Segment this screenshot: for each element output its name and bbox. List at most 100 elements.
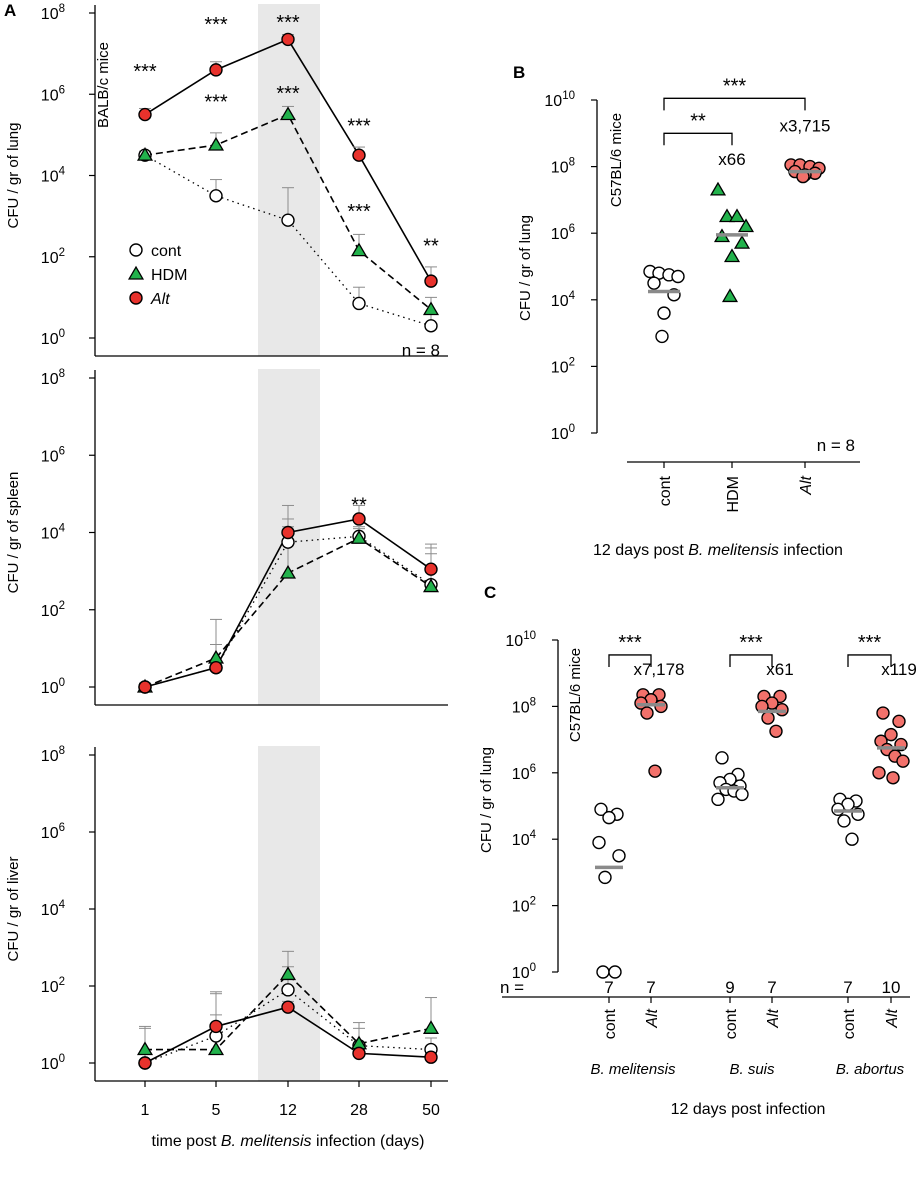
C-fold-label: x7,178 xyxy=(633,660,684,679)
A-n-label: n = 8 xyxy=(402,341,440,360)
C-melitensis-cont-point xyxy=(596,965,610,979)
A-lung-significance: *** xyxy=(204,91,228,113)
B-ytick-label: 102 xyxy=(551,356,575,376)
A-lung-significance: ** xyxy=(423,235,439,257)
C-xlabel: 12 days post infection xyxy=(671,1101,826,1118)
A-liver-hdm-point xyxy=(207,1041,225,1056)
B-ytick-label: 100 xyxy=(551,423,575,443)
B-fold-label: x66 xyxy=(718,150,745,169)
C-abortus-cont-point xyxy=(845,832,859,846)
A-spleen-alt-point xyxy=(352,512,366,526)
B-significance-bracket xyxy=(663,97,806,111)
C-strain-label: C57BL/6 mice xyxy=(567,648,584,742)
C-suis-alt-point xyxy=(769,724,783,738)
B-n-label: n = 8 xyxy=(817,436,855,455)
C-ytick-label: 100 xyxy=(512,962,536,982)
A-lung-significance: *** xyxy=(204,14,228,36)
A-lung-hdm-point xyxy=(422,301,440,316)
A-liver-cont-point xyxy=(281,983,295,997)
C-ytick-label: 1010 xyxy=(505,630,536,650)
A-lung-alt-point xyxy=(352,148,366,162)
C-species-label: B. melitensis xyxy=(590,1061,676,1078)
A-spleen-alt-point xyxy=(281,525,295,540)
legend-alt-marker xyxy=(129,291,143,305)
A-lung-ytick-label: 100 xyxy=(41,328,65,348)
A-strain-label: BALB/c mice xyxy=(95,42,112,128)
A-xlabel: time post B. melitensis infection (days) xyxy=(152,1133,425,1150)
B-significance-bracket xyxy=(663,132,733,146)
B-cont-point xyxy=(655,329,669,344)
A-lung-significance: *** xyxy=(276,12,300,34)
B-strain-label: C57BL/6 mice xyxy=(608,113,625,207)
A-lung-ytick-label: 104 xyxy=(41,166,66,186)
C-melitensis-cont-point xyxy=(592,835,606,850)
B-hdm-point xyxy=(737,218,755,233)
A-liver-alt-point xyxy=(281,1000,295,1014)
C-melitensis-cont-n: 7 xyxy=(604,978,613,997)
A-lung-hdm-point xyxy=(207,136,225,151)
A-liver-hdm-series-line xyxy=(145,973,432,1051)
B-hdm-point xyxy=(723,248,741,263)
A-liver-ytick-label: 106 xyxy=(41,822,65,842)
B-hdm-point xyxy=(721,288,739,303)
C-suis-cont-label: cont xyxy=(723,1008,740,1039)
C-ytick-label: 106 xyxy=(512,763,536,783)
C-significance-stars: *** xyxy=(739,632,763,654)
A-liver-cont-series-line xyxy=(144,989,432,1064)
C-species-label: B. abortus xyxy=(836,1061,905,1078)
B-ytick-label: 106 xyxy=(551,223,575,243)
C-suis-alt-n: 7 xyxy=(767,978,776,997)
A-lung-cont-series-line xyxy=(144,154,432,327)
A-liver-alt-point xyxy=(424,1050,438,1064)
A-xtick-label: 12 xyxy=(279,1102,297,1119)
A-lung-significance: *** xyxy=(347,201,371,223)
C-melitensis-cont-point xyxy=(598,870,612,885)
C-abortus-alt-point xyxy=(896,754,910,768)
B-cont-point xyxy=(647,276,661,290)
C-abortus-alt-point xyxy=(892,714,906,729)
C-melitensis-cont-label: cont xyxy=(602,1008,619,1039)
C-abortus-cont-n: 7 xyxy=(843,978,852,997)
A-lung-cont-point xyxy=(209,189,223,203)
legend-cont-label: cont xyxy=(151,243,182,260)
A-liver-ylabel: CFU / gr of liver xyxy=(5,856,22,961)
A-spleen-ylabel: CFU / gr of spleen xyxy=(5,472,22,594)
A-lung-hdm-point xyxy=(279,106,297,121)
A-lung-significance: *** xyxy=(133,61,157,83)
panel-letter-a: A xyxy=(4,1,16,20)
C-melitensis-cont-point xyxy=(608,965,622,979)
A-spleen-significance: ** xyxy=(351,495,367,517)
A-spleen-hdm-point xyxy=(279,564,297,579)
A-lung-hdm-point xyxy=(350,242,368,257)
C-melitensis-alt-point xyxy=(648,764,662,778)
A-lung-ytick-label: 108 xyxy=(41,3,65,23)
C-fold-label: x119 xyxy=(881,660,916,679)
A-spleen-ytick-label: 104 xyxy=(41,523,66,543)
C-suis-cont-point xyxy=(715,751,729,765)
B-group-label-cont: cont xyxy=(657,475,674,506)
A-xtick-label: 50 xyxy=(422,1102,440,1119)
A-liver-ytick-label: 108 xyxy=(41,745,65,765)
C-abortus-alt-n: 10 xyxy=(882,978,901,997)
A-lung-cont-point xyxy=(424,319,438,333)
A-spleen-alt-point xyxy=(424,562,438,576)
C-melitensis-cont-point xyxy=(602,810,616,825)
A-liver-hdm-point xyxy=(279,966,297,981)
A-liver-ytick-label: 104 xyxy=(41,899,66,919)
A-liver-hdm-point xyxy=(422,1020,440,1034)
C-fold-label: x61 xyxy=(766,660,793,679)
A-liver-shaded-region xyxy=(258,746,320,1081)
A-spleen-hdm-point xyxy=(350,530,368,544)
panel-letter-b: B xyxy=(513,63,525,82)
A-lung-hdm-point xyxy=(136,146,154,161)
C-abortus-alt-point xyxy=(872,766,886,780)
B-ytick-label: 104 xyxy=(551,290,576,310)
C-abortus-alt-point xyxy=(886,771,900,785)
B-ytick-label: 108 xyxy=(551,157,575,177)
C-melitensis-alt-n: 7 xyxy=(646,978,655,997)
A-spleen-ytick-label: 100 xyxy=(41,677,65,697)
A-lung-significance: *** xyxy=(347,116,371,138)
C-abortus-alt-point xyxy=(876,706,890,720)
A-lung-ytick-label: 106 xyxy=(41,84,65,104)
